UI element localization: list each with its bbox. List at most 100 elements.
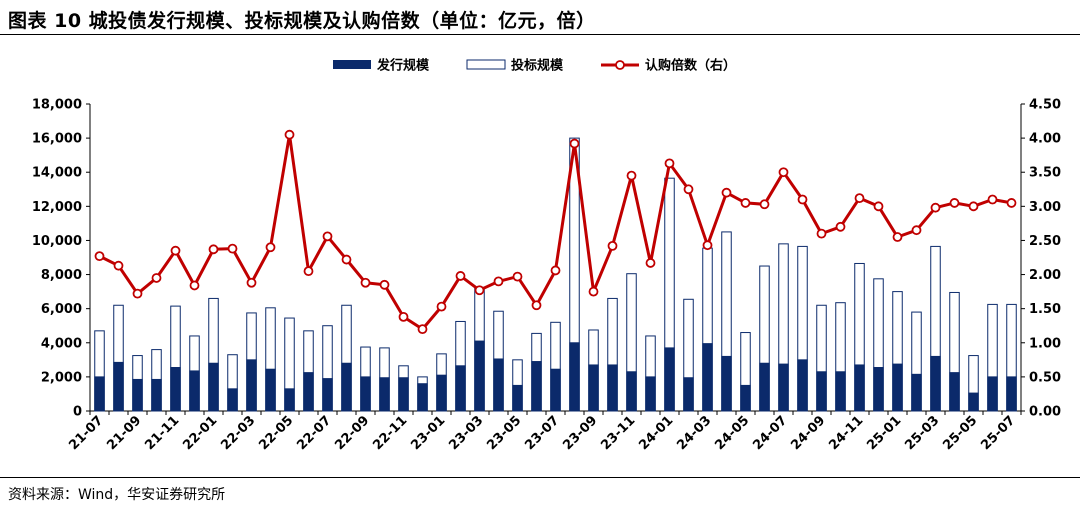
x-tick-label: 22-03 <box>218 413 258 453</box>
issue-bar <box>987 376 998 412</box>
x-tick-label: 23-07 <box>522 413 562 453</box>
issue-bar <box>626 371 637 412</box>
ratio-point <box>854 193 865 204</box>
source-rule <box>0 477 1080 478</box>
issue-bar <box>607 364 618 412</box>
issue-bar <box>645 376 656 412</box>
ratio-point <box>816 228 827 239</box>
ratio-point <box>94 251 105 262</box>
issue-bar <box>664 347 675 412</box>
y-right-tick-label: 4.00 <box>1029 132 1061 147</box>
ratio-point <box>379 279 390 290</box>
issue-bar <box>968 392 979 412</box>
issue-bar <box>911 373 922 412</box>
issue-bar <box>1006 376 1017 412</box>
ratio-point <box>797 194 808 205</box>
ratio-point <box>892 232 903 242</box>
axes: 0 2,000 4,000 6,000 8,000 10,000 12,000 14,000 1… <box>32 98 1061 454</box>
ratio-point <box>740 198 751 208</box>
issue-bar <box>132 378 143 412</box>
ratio-point <box>835 221 846 232</box>
issue-bar <box>284 388 295 412</box>
ratio-point <box>284 129 295 140</box>
x-tick-label: 24-01 <box>636 413 676 453</box>
title-rule <box>0 34 1080 35</box>
x-tick-label: 22-05 <box>256 413 296 453</box>
legend-label-ratio: 认购倍数（右） <box>645 58 736 74</box>
ratio-point <box>550 265 561 276</box>
ratio-point <box>265 242 276 253</box>
ratio-point <box>683 184 694 195</box>
issue-bar <box>854 364 865 412</box>
y-left-tick-label: 4,000 <box>41 336 82 351</box>
ratio-point <box>1006 198 1017 208</box>
x-tick-label: 22-01 <box>180 413 220 453</box>
issue-bar <box>94 376 105 412</box>
ratio-point <box>778 167 789 178</box>
y-left-tick-label: 10,000 <box>32 234 82 249</box>
issue-bar <box>816 371 827 412</box>
y-right-tick-label: 3.00 <box>1029 200 1061 215</box>
ratio-point <box>968 201 979 212</box>
ratio-point <box>759 199 770 210</box>
ratio-point <box>493 276 504 287</box>
issue-bar <box>265 368 276 412</box>
y-left-tick-label: 16,000 <box>32 132 82 147</box>
legend-swatch-issue <box>333 60 371 69</box>
ratio-point <box>873 201 884 212</box>
y-left-tick-label: 8,000 <box>41 268 82 283</box>
issue-bar <box>740 384 751 412</box>
ratio-point <box>170 245 181 256</box>
x-tick-label: 24-09 <box>788 413 828 453</box>
issue-bar <box>113 361 124 412</box>
issue-bar <box>949 372 960 412</box>
ratio-point <box>569 138 580 149</box>
ratio-point <box>512 271 523 282</box>
ratio-line <box>94 129 1017 335</box>
ratio-point <box>455 271 466 281</box>
issue-bar <box>360 376 371 412</box>
ratio-point <box>132 288 143 299</box>
ratio-point <box>341 254 352 265</box>
y-left-tick-label: 14,000 <box>32 166 82 181</box>
x-tick-label: 23-05 <box>484 413 524 453</box>
y-left-tick-label: 0 <box>73 405 82 420</box>
issue-bar <box>208 362 219 412</box>
y-left-tick-label: 6,000 <box>41 302 82 317</box>
issue-bar <box>550 368 561 412</box>
source-note: 资料来源：Wind，华安证券研究所 <box>8 487 226 503</box>
issue-bar <box>151 378 162 412</box>
ratio-point <box>474 285 485 296</box>
issue-bar <box>531 361 542 412</box>
ratio-point <box>702 240 713 251</box>
ratio-point <box>930 202 941 213</box>
chart: 发行规模 投标规模 认购倍数（右） 0 2,000 4,000 6,000 8,000 10,… <box>32 58 1061 454</box>
issue-bar <box>683 377 694 412</box>
y-right-tick-label: 2.00 <box>1029 268 1061 283</box>
ratio-point <box>949 198 960 208</box>
x-tick-label: 25-05 <box>940 413 980 453</box>
y-right-tick-label: 2.50 <box>1029 234 1061 249</box>
bars <box>94 137 1017 412</box>
issue-bar <box>341 362 352 412</box>
y-right-tick-label: 1.50 <box>1029 302 1061 317</box>
issue-bar <box>892 363 903 412</box>
ratio-point <box>189 280 200 291</box>
ratio-point <box>322 231 333 242</box>
ratio-point <box>360 277 371 288</box>
y-right-tick-label: 4.50 <box>1029 98 1061 113</box>
ratio-point <box>911 225 922 236</box>
issue-bar <box>398 377 409 412</box>
issue-bar <box>930 355 941 412</box>
issue-bar <box>417 383 428 412</box>
x-tick-label: 25-03 <box>902 413 942 453</box>
issue-bar <box>436 374 447 412</box>
ratio-point <box>208 244 219 255</box>
issue-bar <box>474 340 485 412</box>
x-tick-label: 22-11 <box>370 413 410 453</box>
ratio-point <box>246 277 257 288</box>
x-tick-label: 21-11 <box>142 413 182 453</box>
issue-bar <box>493 358 504 412</box>
y-left-tick-label: 2,000 <box>41 370 82 385</box>
ratio-point <box>664 158 675 169</box>
